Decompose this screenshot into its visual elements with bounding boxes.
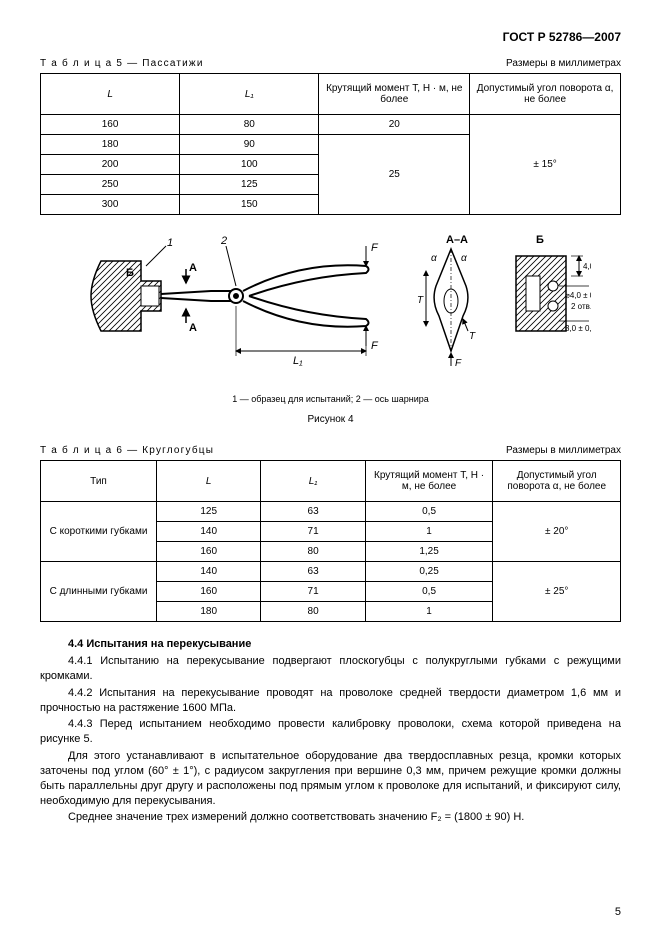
table6-h5: Допустимый угол поворота α, не более — [493, 461, 621, 502]
table5-caption: Т а б л и ц а 5 — Пассатижи Размеры в ми… — [40, 58, 621, 69]
svg-text:2 отв.: 2 отв. — [571, 302, 591, 311]
table5-caption-right: Размеры в миллиметрах — [506, 58, 621, 69]
table6-h2: L — [157, 461, 261, 502]
svg-text:3,0 ± 0,1: 3,0 ± 0,1 — [565, 324, 591, 333]
table-row: С длинными губками 140 63 0,25 ± 25° — [41, 562, 621, 582]
table5-h4: Допустимый угол поворота α, не более — [470, 74, 621, 115]
svg-text:T: T — [469, 331, 476, 342]
table-row: С короткими губками 125 63 0,5 ± 20° — [41, 502, 621, 522]
para-443: 4.4.3 Перед испытанием необходимо провес… — [40, 717, 621, 747]
table5-h2: L₁ — [180, 74, 319, 115]
svg-text:⌀4,0 ± 0,1: ⌀4,0 ± 0,1 — [565, 291, 591, 300]
table-row: 160 80 20 ± 15° — [41, 115, 621, 135]
table6: Тип L L₁ Крутящий момент T, Н · м, не бо… — [40, 460, 621, 622]
svg-text:А: А — [189, 262, 197, 274]
figure4-caption: 1 — образец для испытаний; 2 — ось шарни… — [40, 394, 621, 404]
document-id: ГОСТ Р 52786—2007 — [40, 30, 621, 44]
figure4: F F L₁ 1 2 Б А А А–А α — [40, 231, 621, 425]
table6-h1: Тип — [41, 461, 157, 502]
svg-text:4,0 ± 0,1: 4,0 ± 0,1 — [583, 262, 591, 271]
para-443b: Для этого устанавливают в испытательное … — [40, 749, 621, 808]
para-443c: Среднее значение трех измерений должно с… — [40, 810, 621, 825]
svg-text:1: 1 — [167, 237, 173, 249]
svg-text:Б: Б — [126, 267, 134, 279]
table6-caption: Т а б л и ц а 6 — Круглогубцы Размеры в … — [40, 445, 621, 456]
svg-text:α: α — [461, 253, 467, 264]
table5-h3: Крутящий момент T, Н · м, не более — [319, 74, 470, 115]
para-441: 4.4.1 Испытанию на перекусывание подверг… — [40, 654, 621, 684]
pliers-icon — [161, 265, 369, 326]
svg-text:2: 2 — [220, 235, 227, 247]
table6-h4: Крутящий момент T, Н · м, не более — [365, 461, 493, 502]
svg-text:α: α — [431, 253, 437, 264]
table5-h1: L — [41, 74, 180, 115]
svg-text:F: F — [455, 358, 462, 369]
table6-h3: L₁ — [261, 461, 365, 502]
para-442: 4.4.2 Испытания на перекусывание проводя… — [40, 686, 621, 716]
svg-text:Б: Б — [536, 234, 544, 246]
svg-text:F: F — [371, 242, 379, 254]
svg-text:А–А: А–А — [446, 234, 468, 246]
table6-caption-right: Размеры в миллиметрах — [506, 445, 621, 456]
svg-text:L₁: L₁ — [293, 355, 303, 367]
svg-text:T: T — [417, 295, 424, 306]
section44-title: 4.4 Испытания на перекусывание — [40, 638, 621, 650]
table5: L L₁ Крутящий момент T, Н · м, не более … — [40, 73, 621, 215]
figure4-title: Рисунок 4 — [40, 414, 621, 425]
page-number: 5 — [615, 906, 621, 918]
svg-text:F: F — [371, 340, 379, 352]
table6-caption-left: Т а б л и ц а 6 — Круглогубцы — [40, 445, 214, 456]
svg-text:А: А — [189, 322, 197, 334]
table5-caption-left: Т а б л и ц а 5 — Пассатижи — [40, 58, 204, 69]
